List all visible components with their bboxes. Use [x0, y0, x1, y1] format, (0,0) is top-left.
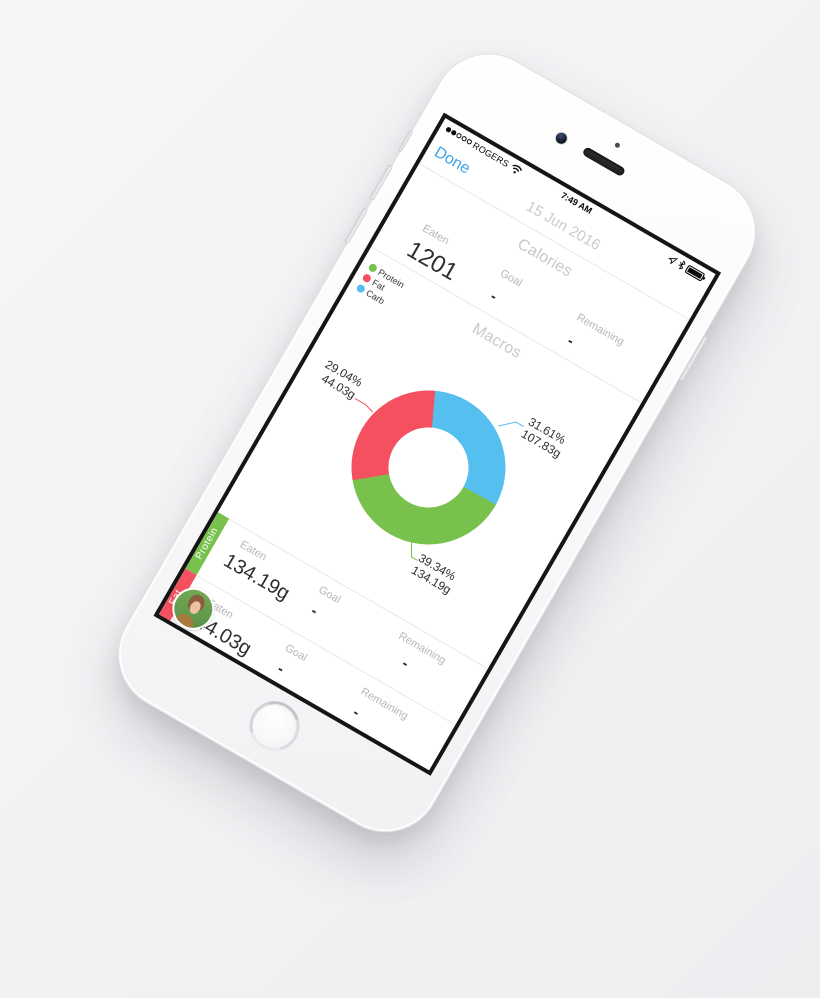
- home-button[interactable]: [240, 691, 309, 761]
- status-bar-right: [666, 253, 706, 282]
- app-screen: ROGERS 7:49 AM: [153, 112, 722, 776]
- status-bar-left: ROGERS: [444, 124, 525, 177]
- calories-goal-label: Goal: [497, 267, 525, 290]
- battery-icon: [684, 264, 706, 282]
- carb-dot-icon: [355, 283, 367, 295]
- calories-goal-value: -: [487, 288, 501, 306]
- calories-remaining-label: Remaining: [574, 311, 627, 349]
- carb-callout: 31.61% 107.83g: [518, 414, 569, 461]
- protein-remaining-value: -: [398, 655, 412, 673]
- fat-goal-value: -: [274, 660, 288, 678]
- front-camera-icon: [553, 130, 569, 146]
- fat-remaining-value: -: [349, 704, 363, 722]
- mute-switch[interactable]: [397, 129, 414, 153]
- wifi-icon: [512, 164, 522, 173]
- volume-up-button[interactable]: [368, 164, 394, 202]
- protein-callout: 39.34% 134.19g: [409, 550, 459, 597]
- date-title: 15 Jun 2016: [523, 197, 604, 254]
- earpiece-speaker-icon: [581, 146, 627, 178]
- bluetooth-icon: [678, 260, 686, 270]
- fat-callout: 29.04% 44.03g: [319, 357, 365, 402]
- fat-goal-label: Goal: [282, 642, 309, 665]
- location-arrow-icon: [668, 257, 679, 265]
- donut-hole: [373, 412, 484, 523]
- protein-goal-label: Goal: [316, 584, 343, 607]
- power-button[interactable]: [678, 334, 710, 383]
- protein-goal-value: -: [307, 602, 321, 620]
- calories-remaining-value: -: [564, 332, 578, 350]
- calories-eaten-value: 1201: [402, 236, 462, 287]
- iphone-device: ROGERS 7:49 AM: [97, 33, 777, 853]
- fat-remaining-label: Remaining: [358, 685, 411, 723]
- proximity-sensor-icon: [613, 141, 621, 149]
- volume-down-button[interactable]: [343, 207, 369, 245]
